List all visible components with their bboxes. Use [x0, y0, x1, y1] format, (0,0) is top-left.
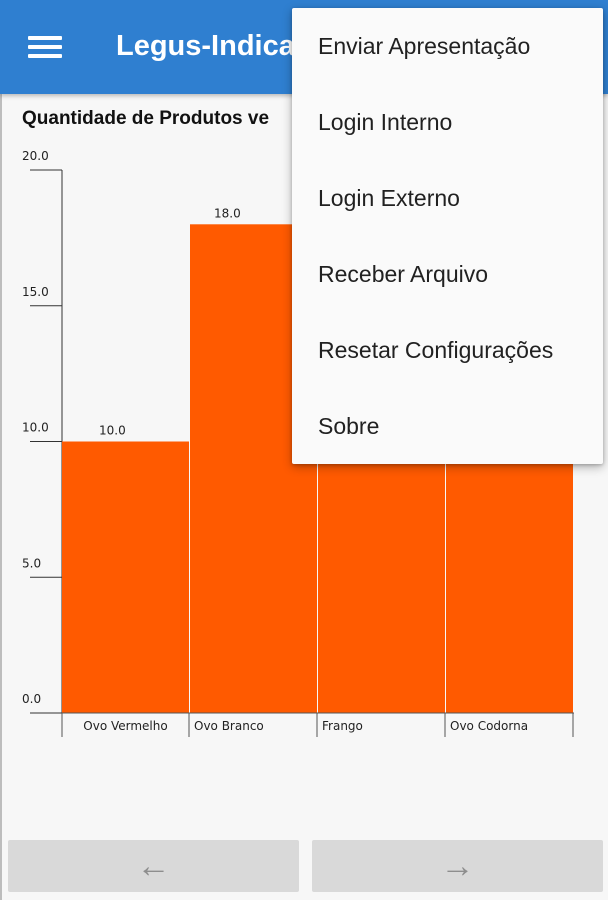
- y-tick-label: 10.0: [22, 421, 49, 435]
- arrow-right-icon: →: [440, 846, 475, 885]
- y-tick-label: 15.0: [22, 285, 49, 299]
- overflow-menu: Enviar Apresentação Login Interno Login …: [292, 8, 603, 464]
- arrow-left-icon: ←: [136, 846, 171, 885]
- x-tick-label: Frango: [322, 719, 363, 733]
- bar-value-label: 10.0: [99, 424, 126, 438]
- previous-button[interactable]: ←: [8, 840, 299, 892]
- bar-value-label: 18.0: [214, 206, 241, 220]
- menu-item-login-interno[interactable]: Login Interno: [318, 108, 453, 135]
- bar: [446, 464, 573, 713]
- menu-item-receber-arquivo[interactable]: Receber Arquivo: [318, 260, 489, 287]
- x-tick-label: Ovo Branco: [194, 719, 264, 733]
- hamburger-menu-icon[interactable]: [28, 32, 62, 60]
- x-tick-label: Ovo Vermelho: [83, 719, 167, 733]
- bar: [62, 441, 189, 713]
- menu-item-enviar-apresentacao[interactable]: Enviar Apresentação: [318, 32, 531, 59]
- chart-title: Quantidade de Produtos ve: [22, 108, 270, 129]
- menu-item-login-externo[interactable]: Login Externo: [318, 184, 460, 211]
- app-title: Legus-Indica: [116, 30, 295, 62]
- y-tick-label: 5.0: [22, 556, 41, 570]
- menu-item-resetar-configuracoes[interactable]: Resetar Configurações: [318, 336, 554, 363]
- x-tick-label: Ovo Codorna: [450, 719, 528, 733]
- bar: [318, 464, 445, 713]
- next-button[interactable]: →: [312, 840, 603, 892]
- y-tick-label: 20.0: [22, 149, 49, 163]
- screen-edge-divider: [0, 94, 2, 900]
- y-tick-label: 0.0: [22, 692, 41, 706]
- menu-item-sobre[interactable]: Sobre: [318, 412, 380, 439]
